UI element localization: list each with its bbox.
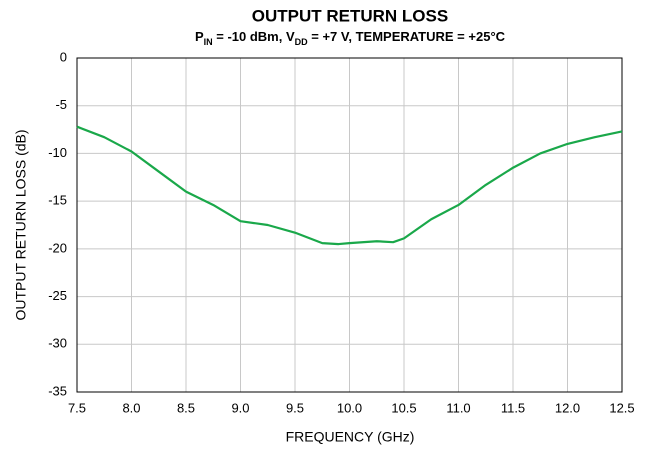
x-tick-label: 7.5 bbox=[68, 400, 86, 415]
subscript: IN bbox=[204, 37, 213, 47]
chart-subtitle: PIN = -10 dBm, VDD = +7 V, TEMPERATURE =… bbox=[195, 29, 506, 47]
x-tick-label: 11.0 bbox=[446, 400, 470, 415]
chart-title: OUTPUT RETURN LOSS bbox=[252, 6, 448, 25]
x-tick-label: 9.0 bbox=[231, 400, 249, 415]
subtitle-part: P bbox=[195, 29, 204, 44]
y-tick-label: 0 bbox=[60, 49, 67, 64]
x-tick-label: 12.5 bbox=[609, 400, 634, 415]
x-tick-label: 9.5 bbox=[286, 400, 304, 415]
y-tick-label: -5 bbox=[55, 97, 67, 112]
y-tick-label: -25 bbox=[48, 288, 67, 303]
x-tick-label: 11.5 bbox=[501, 400, 525, 415]
data-line bbox=[76, 125, 623, 246]
subtitle-part: = +7 V, TEMPERATURE = +25°C bbox=[308, 29, 506, 44]
y-tick-label: -10 bbox=[48, 145, 67, 160]
y-tick-label: -15 bbox=[48, 193, 67, 208]
x-tick-label: 10.5 bbox=[391, 400, 416, 415]
y-tick-label: -30 bbox=[48, 336, 67, 351]
x-tick-label: 12.0 bbox=[555, 400, 580, 415]
subtitle-part: = -10 dBm, V bbox=[213, 29, 295, 44]
x-axis-label: FREQUENCY (GHz) bbox=[286, 429, 415, 445]
y-tick-label: -35 bbox=[48, 383, 67, 398]
plot-frame bbox=[76, 57, 623, 393]
subscript: DD bbox=[295, 37, 308, 47]
x-tick-label: 8.5 bbox=[177, 400, 195, 415]
x-tick-label: 8.0 bbox=[122, 400, 140, 415]
y-tick-label: -20 bbox=[48, 240, 67, 255]
x-tick-label: 10.0 bbox=[337, 400, 362, 415]
y-axis-label: OUTPUT RETURN LOSS (dB) bbox=[13, 129, 29, 320]
